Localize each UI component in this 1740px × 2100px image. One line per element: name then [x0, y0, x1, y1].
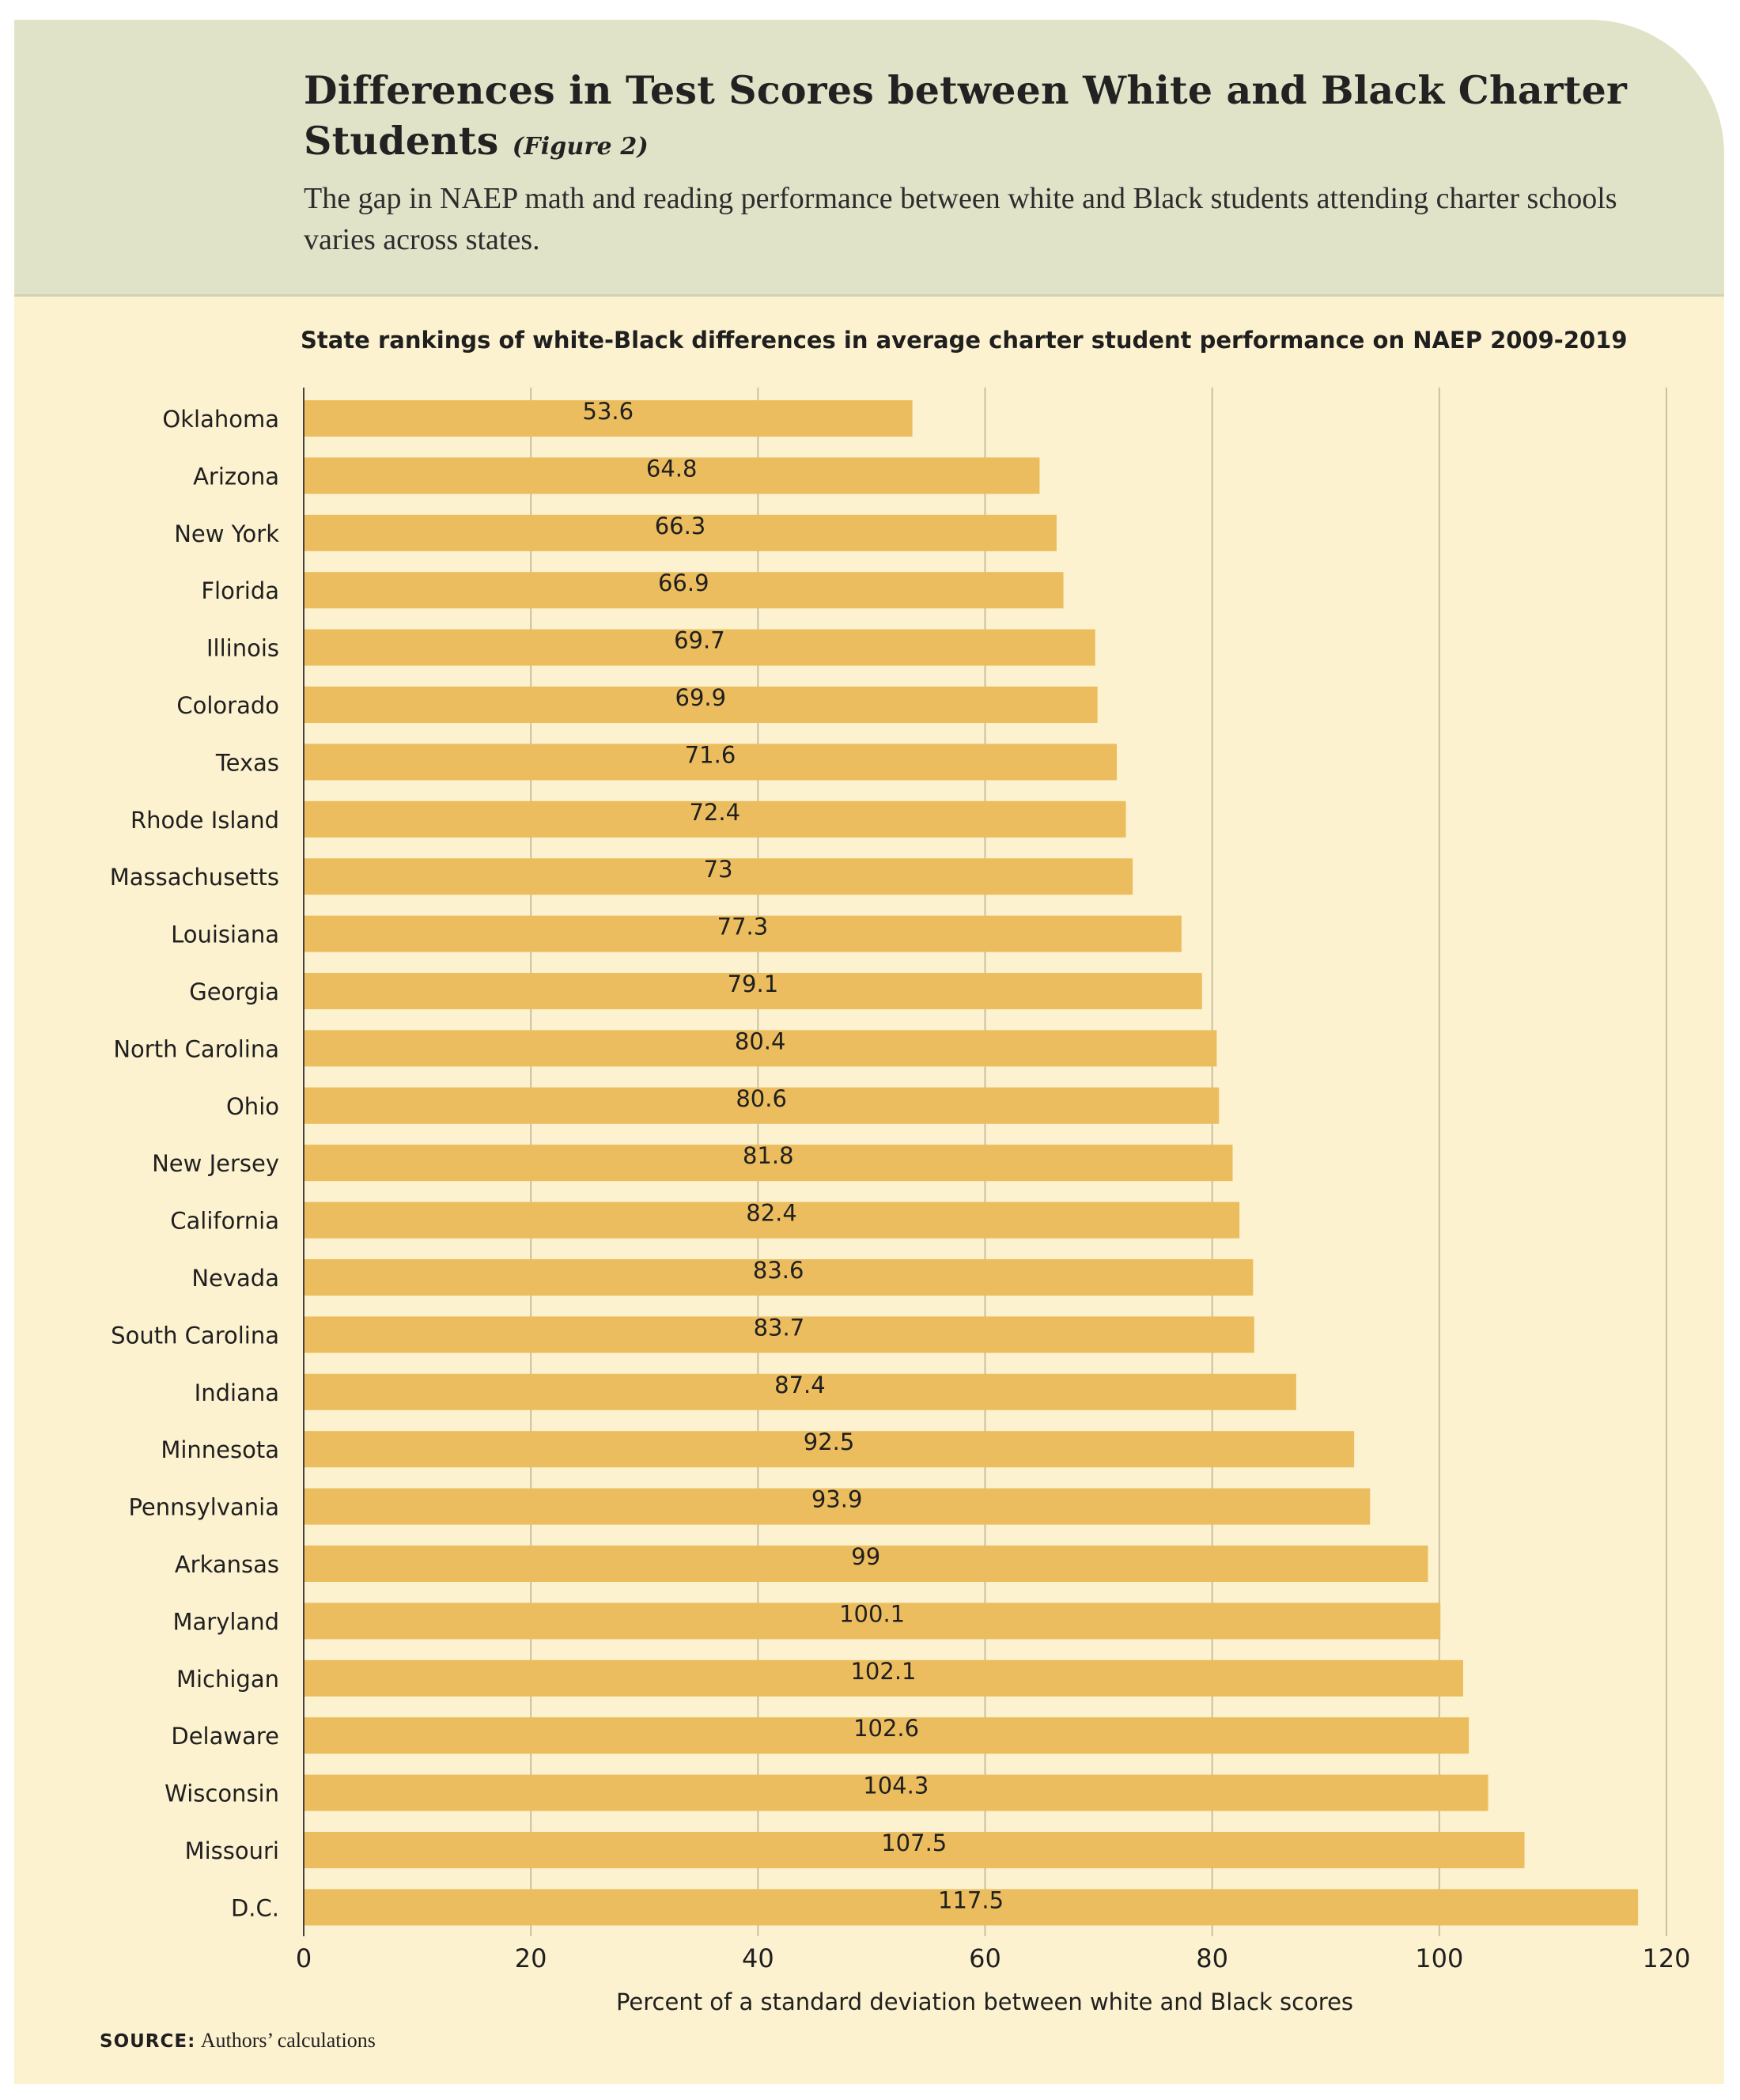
data-label: 71.6: [685, 741, 736, 768]
data-label: 69.9: [675, 684, 727, 711]
header-band: Differences in Test Scores between White…: [14, 20, 1724, 297]
bar: [304, 1717, 1470, 1754]
bar: [304, 457, 1040, 494]
data-label: 92.5: [804, 1428, 855, 1455]
category-label: Missouri: [185, 1837, 279, 1864]
data-label: 87.4: [774, 1372, 826, 1398]
bar: [304, 800, 1126, 838]
bar: [304, 1373, 1296, 1410]
data-label: 83.6: [753, 1257, 804, 1284]
data-label: 73: [704, 856, 733, 883]
data-label: 66.9: [658, 569, 709, 596]
bar: [304, 629, 1095, 666]
category-label: Indiana: [195, 1379, 279, 1406]
x-tick-label: 80: [1196, 1943, 1228, 1973]
x-axis-title: Percent of a standard deviation between …: [616, 1988, 1353, 2015]
bar: [304, 973, 1202, 1009]
category-label: California: [170, 1208, 279, 1235]
category-label: New Jersey: [152, 1150, 279, 1177]
category-label: South Carolina: [111, 1322, 279, 1349]
bar: [304, 744, 1118, 781]
bar: [304, 514, 1057, 551]
data-label: 100.1: [839, 1600, 905, 1627]
data-label: 104.3: [863, 1773, 929, 1799]
data-label: 102.1: [850, 1658, 916, 1685]
bar: [304, 1259, 1254, 1296]
figure-title-text: Differences in Test Scores between White…: [304, 67, 1628, 164]
x-tick-label: 120: [1642, 1943, 1690, 1973]
category-label: Arizona: [193, 463, 279, 490]
category-label: Wisconsin: [165, 1780, 279, 1807]
data-label: 82.4: [746, 1200, 797, 1227]
category-label: Nevada: [191, 1265, 279, 1292]
category-label: Massachusetts: [110, 864, 279, 891]
bar: [304, 1832, 1525, 1868]
bar: [304, 1602, 1441, 1640]
bar: [304, 1774, 1488, 1811]
data-label: 72.4: [689, 799, 740, 826]
x-tick-label: 60: [969, 1943, 1001, 1973]
data-label: 102.6: [853, 1715, 919, 1742]
bar: [304, 858, 1133, 895]
x-tick-label: 20: [515, 1943, 547, 1973]
category-label: Michigan: [176, 1666, 279, 1693]
data-label: 81.8: [743, 1142, 794, 1169]
category-label: Ohio: [226, 1093, 279, 1120]
bar: [304, 1145, 1233, 1182]
bar: [304, 1488, 1371, 1525]
chart-title: State rankings of white-Black difference…: [301, 327, 1628, 354]
data-label: 93.9: [811, 1486, 863, 1513]
category-label: D.C.: [231, 1894, 279, 1921]
x-tick-label: 100: [1415, 1943, 1463, 1973]
data-label: 64.8: [646, 455, 698, 482]
source-text: Authors’ calculations: [200, 2029, 376, 2052]
data-label: 99: [851, 1543, 880, 1570]
bar: [304, 572, 1064, 609]
bar: [304, 1889, 1639, 1926]
category-label: Illinois: [206, 635, 279, 662]
bar: [304, 1030, 1217, 1067]
figure-subtitle: The gap in NAEP math and reading perform…: [304, 182, 1617, 256]
category-label: North Carolina: [113, 1035, 279, 1062]
data-label: 83.7: [754, 1314, 805, 1341]
category-label: New York: [174, 520, 279, 547]
bar: [304, 1201, 1240, 1239]
category-label: Louisiana: [171, 921, 279, 948]
source-key: SOURCE:: [100, 2031, 196, 2052]
x-tick-label: 40: [742, 1943, 774, 1973]
category-label: Florida: [201, 577, 279, 604]
category-label: Pennsylvania: [128, 1494, 279, 1521]
bar: [304, 1431, 1355, 1468]
data-label: 53.6: [583, 398, 634, 425]
data-label: 69.7: [674, 627, 725, 654]
data-label: 117.5: [938, 1886, 1004, 1913]
figure-number: (Figure 2): [512, 133, 649, 161]
x-tick-label: 0: [296, 1943, 312, 1973]
bar: [304, 400, 913, 437]
data-label: 79.1: [728, 971, 779, 997]
data-label: 107.5: [881, 1829, 947, 1856]
data-label: 77.3: [717, 914, 769, 940]
bar: [304, 1659, 1463, 1697]
category-label: Georgia: [189, 978, 279, 1005]
category-label: Oklahoma: [162, 406, 279, 433]
category-label: Rhode Island: [130, 807, 279, 834]
category-label: Colorado: [176, 692, 279, 719]
bar: [304, 687, 1098, 723]
figure-title: Differences in Test Scores between White…: [304, 65, 1696, 172]
data-label: 66.3: [655, 513, 706, 539]
category-label: Texas: [215, 749, 279, 776]
bar: [304, 915, 1182, 952]
data-label: 80.4: [735, 1027, 786, 1054]
data-label: 80.6: [736, 1085, 787, 1112]
category-label: Maryland: [173, 1608, 280, 1635]
bar: [304, 1546, 1428, 1582]
source-note: SOURCE: Authors’ calculations: [100, 2029, 376, 2053]
bar: [304, 1087, 1220, 1124]
category-label: Delaware: [171, 1723, 279, 1750]
category-label: Minnesota: [161, 1436, 279, 1463]
category-label: Arkansas: [175, 1551, 279, 1578]
bar: [304, 1316, 1254, 1353]
